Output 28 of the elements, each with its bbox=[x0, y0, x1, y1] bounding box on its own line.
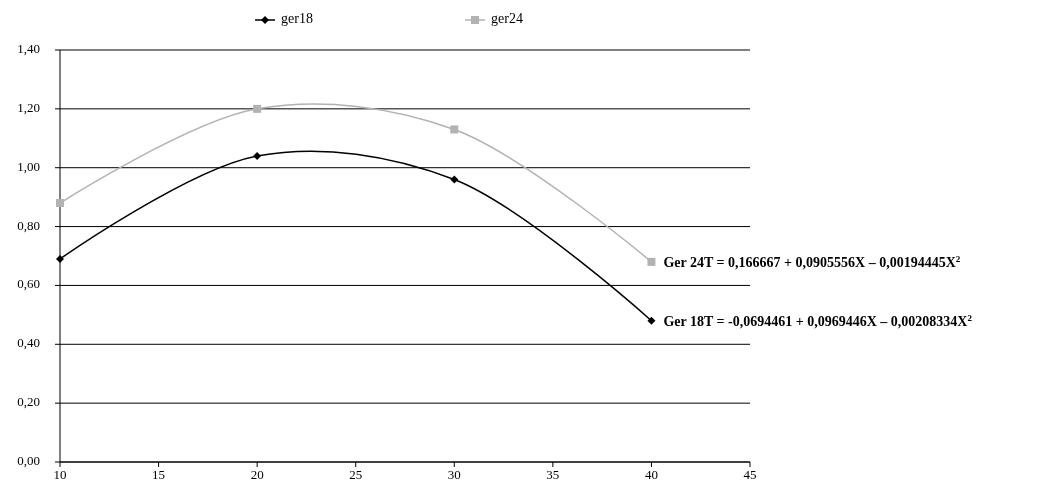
y-tick-label: 1,40 bbox=[17, 40, 40, 56]
point bbox=[450, 125, 459, 134]
x-tick-label: 25 bbox=[349, 467, 363, 482]
legend-label: ger18 bbox=[281, 11, 313, 27]
x-tick-label: 15 bbox=[152, 467, 166, 482]
x-tick-label: 30 bbox=[447, 467, 461, 482]
point bbox=[56, 199, 64, 208]
y-tick-label: 1,20 bbox=[17, 99, 40, 115]
point bbox=[253, 104, 262, 113]
x-tick-label: 10 bbox=[53, 467, 67, 482]
y-tick-label: 0,40 bbox=[17, 335, 40, 351]
point bbox=[647, 257, 656, 266]
point bbox=[450, 175, 459, 184]
annotation: Ger 24T = 0,166667 + 0,0905556X – 0,00194445X$^{2}$ bbox=[663, 253, 961, 270]
y-tick-label: 0,80 bbox=[17, 217, 40, 233]
point bbox=[253, 151, 262, 160]
point bbox=[56, 254, 64, 263]
x-tick-label: 20 bbox=[250, 467, 264, 482]
y-tick-label: 0,00 bbox=[17, 452, 40, 468]
point bbox=[647, 316, 656, 325]
annotation: Ger 18T = -0,0694461 + 0,0969446X – 0,00208334X$^{2}$ bbox=[663, 312, 973, 329]
legend-label: ger24 bbox=[491, 11, 523, 27]
y-tick-label: 0,60 bbox=[17, 276, 40, 292]
x-tick-label: 35 bbox=[546, 467, 560, 482]
x-tick-label: 40 bbox=[644, 467, 658, 482]
y-tick-label: 0,20 bbox=[17, 394, 40, 410]
y-tick-label: 1,00 bbox=[17, 158, 40, 174]
x-tick-label: 45 bbox=[743, 467, 757, 482]
